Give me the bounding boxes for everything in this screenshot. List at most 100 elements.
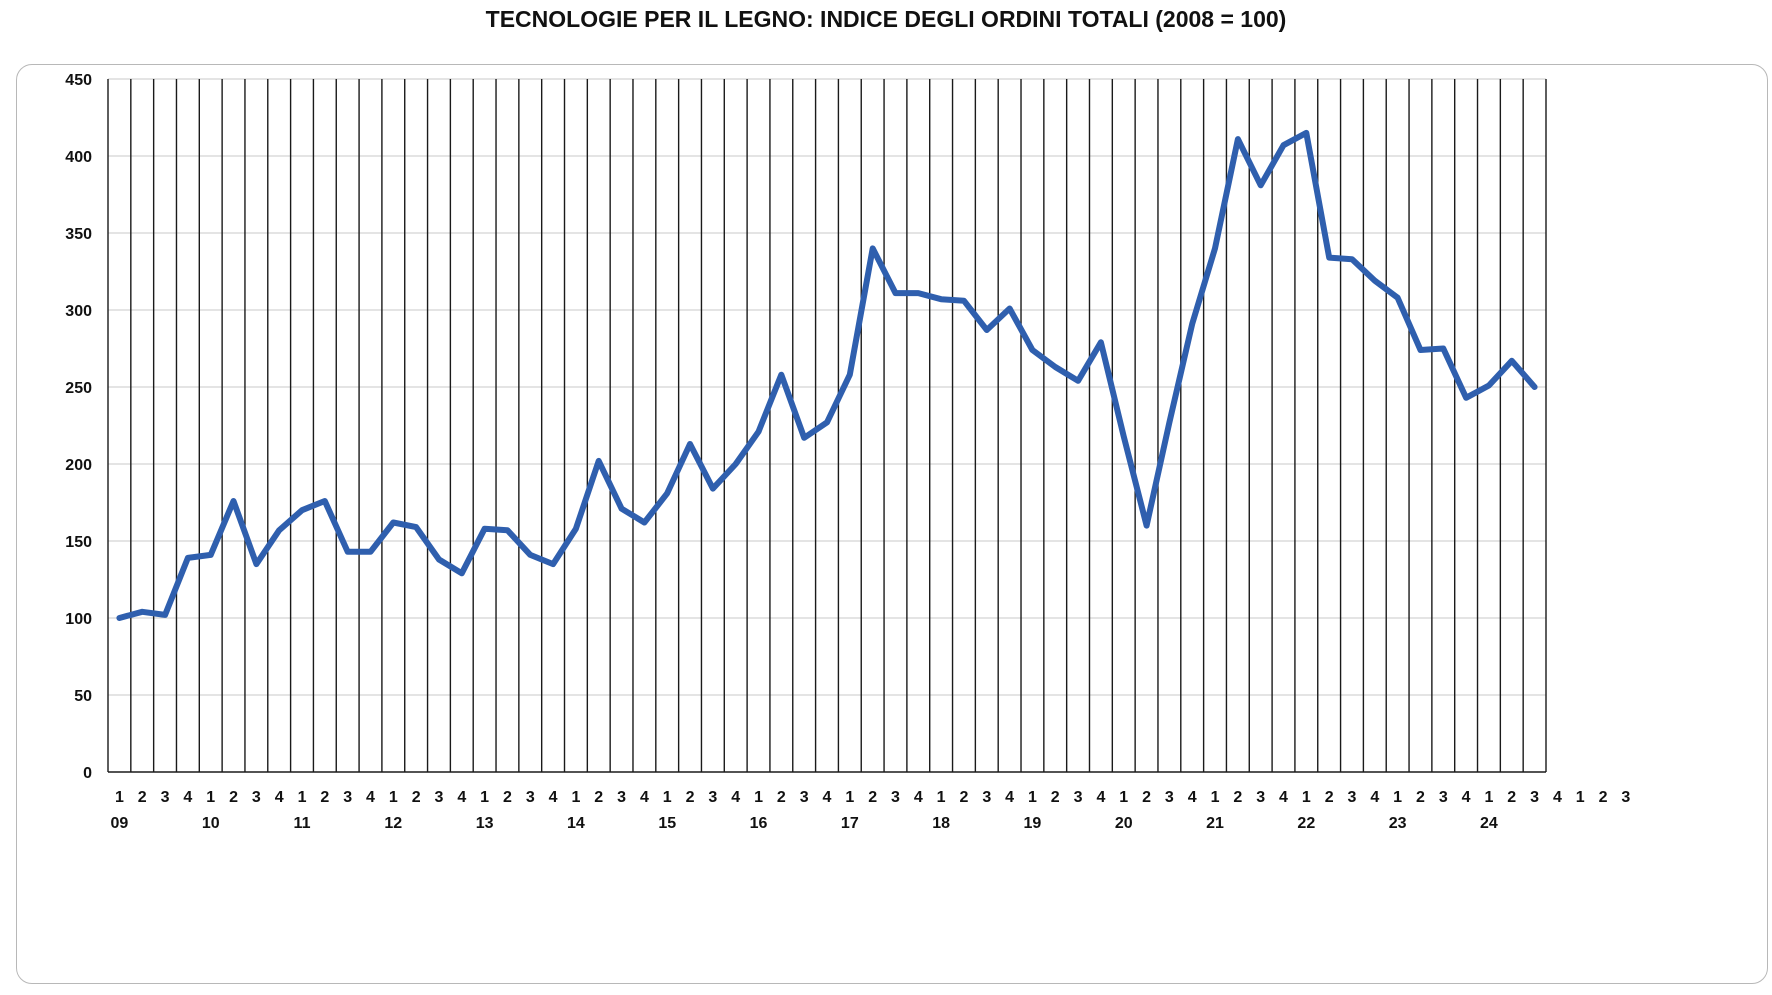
series-line: [116, 129, 1538, 621]
x-tick-label-quarter: 2: [686, 789, 695, 806]
data-point: [664, 490, 670, 496]
data-point: [276, 527, 282, 533]
x-tick-label-quarter: 4: [275, 789, 284, 806]
y-axis-tick-labels: 0 50 100 150 200 250 300 350 400 450: [65, 72, 92, 782]
data-point: [1463, 395, 1469, 401]
data-point: [687, 441, 693, 447]
x-tick-label-quarter: 2: [777, 789, 786, 806]
x-tick-label-quarter: 2: [229, 789, 238, 806]
x-tick-label-quarter: 1: [754, 789, 763, 806]
y-tick-label: 400: [65, 149, 92, 166]
x-tick-label-quarter: 1: [1028, 789, 1037, 806]
x-tick-label-quarter: 2: [138, 789, 147, 806]
x-tick-label-year: 13: [476, 815, 494, 832]
x-tick-label-quarter: 2: [1233, 789, 1242, 806]
vertical-gridlines: [107, 79, 1547, 772]
data-point: [1075, 378, 1081, 384]
data-point: [915, 290, 921, 296]
x-tick-label-quarter: 1: [1302, 789, 1311, 806]
y-tick-label: 300: [65, 303, 92, 320]
data-point: [1372, 278, 1378, 284]
data-point: [527, 552, 533, 558]
data-point: [847, 372, 853, 378]
data-point: [1417, 347, 1423, 353]
x-tick-label-year: 19: [1024, 815, 1042, 832]
data-point: [162, 612, 168, 618]
x-tick-label-quarter: 1: [480, 789, 489, 806]
x-tick-label-year: 23: [1389, 815, 1407, 832]
x-tick-label-quarter: 4: [1462, 789, 1471, 806]
data-point: [1212, 245, 1218, 251]
x-tick-label-quarter: 3: [526, 789, 535, 806]
data-point: [756, 429, 762, 435]
data-point: [984, 327, 990, 333]
x-tick-label-quarter: 4: [366, 789, 375, 806]
data-point: [1326, 255, 1332, 261]
x-tick-label-quarter: 1: [298, 789, 307, 806]
x-tick-label-quarter: 1: [845, 789, 854, 806]
data-point: [710, 486, 716, 492]
x-tick-label-quarter: 3: [161, 789, 170, 806]
x-tick-label-quarter: 3: [435, 789, 444, 806]
data-point: [1303, 130, 1309, 136]
x-tick-label-quarter: 4: [731, 789, 740, 806]
x-tick-label-quarter: 4: [1188, 789, 1197, 806]
data-point: [1486, 382, 1492, 388]
x-tick-label-year: 10: [202, 815, 220, 832]
data-point: [413, 524, 419, 530]
data-point: [299, 507, 305, 513]
x-tick-label-quarter: 2: [1599, 789, 1608, 806]
chart-title: TECNOLOGIE PER IL LEGNO: INDICE DEGLI OR…: [485, 6, 1287, 32]
data-point: [1509, 358, 1515, 364]
data-point: [641, 520, 647, 526]
x-tick-label-year: 20: [1115, 815, 1133, 832]
chart-frame: [16, 64, 1768, 984]
x-tick-label-quarter: 2: [503, 789, 512, 806]
x-tick-label-year: 17: [841, 815, 859, 832]
x-tick-label-year: 14: [567, 815, 585, 832]
x-tick-label-quarter: 3: [1530, 789, 1539, 806]
x-tick-label-year: 12: [384, 815, 402, 832]
data-point: [367, 549, 373, 555]
x-tick-label-quarter: 2: [1507, 789, 1516, 806]
data-point: [390, 520, 396, 526]
x-tick-label-quarter: 2: [1142, 789, 1151, 806]
y-tick-label: 150: [65, 534, 92, 551]
x-tick-label-quarter: 2: [412, 789, 421, 806]
x-tick-label-quarter: 1: [571, 789, 580, 806]
data-point: [1532, 384, 1538, 390]
x-tick-label-quarter: 3: [617, 789, 626, 806]
x-tick-label-year: 16: [750, 815, 768, 832]
data-point: [436, 556, 442, 562]
data-point: [824, 419, 830, 425]
x-tick-label-year: 09: [111, 815, 129, 832]
x-tick-label-year: 11: [294, 815, 311, 832]
x-tick-label-quarter: 2: [1416, 789, 1425, 806]
x-tick-label-quarter: 4: [1279, 789, 1288, 806]
x-tick-label-quarter: 1: [1576, 789, 1585, 806]
x-tick-label-quarter: 2: [1051, 789, 1060, 806]
data-point: [116, 615, 122, 621]
data-point: [961, 298, 967, 304]
y-tick-label: 350: [65, 226, 92, 243]
series-layer: [116, 129, 1538, 621]
x-tick-label-quarter: 3: [1256, 789, 1265, 806]
x-tick-label-quarter: 3: [343, 789, 352, 806]
x-tick-label-quarter: 4: [823, 789, 832, 806]
data-point: [1281, 142, 1287, 148]
data-point: [573, 526, 579, 532]
x-tick-label-quarter: 4: [1553, 789, 1562, 806]
x-tick-label-quarter: 4: [457, 789, 466, 806]
data-point: [1189, 321, 1195, 327]
data-point: [1098, 339, 1104, 345]
data-point: [253, 561, 259, 567]
x-tick-label-quarter: 3: [891, 789, 900, 806]
y-tick-label: 50: [74, 688, 92, 705]
data-point: [139, 609, 145, 615]
data-point: [1235, 136, 1241, 142]
data-point: [892, 290, 898, 296]
horizontal-gridlines: [108, 78, 1546, 696]
x-tick-label-quarter: 1: [1211, 789, 1220, 806]
